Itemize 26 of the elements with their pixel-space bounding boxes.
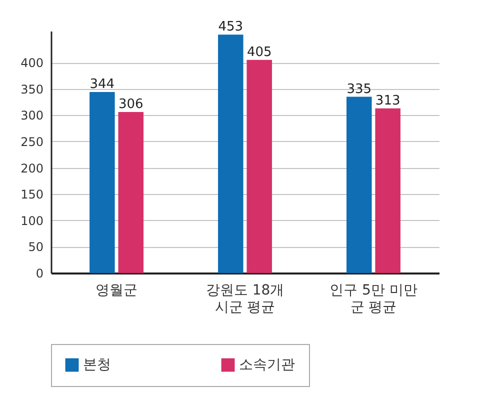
data-label: 405 [246, 44, 272, 60]
bar [346, 96, 372, 273]
x-tick-label: 인구 5만 미만 군 평균 [330, 282, 418, 316]
bar [218, 34, 244, 273]
x-tick-label: 영월군 [96, 282, 138, 298]
data-label: 306 [118, 97, 144, 112]
y-tick-label: 0 [36, 266, 44, 280]
y-tick-label: 150 [20, 188, 44, 202]
bar [90, 92, 115, 273]
y-tick-label: 200 [20, 161, 44, 176]
y-tick-label: 50 [28, 240, 44, 254]
bar [118, 112, 144, 273]
y-tick-label: 100 [20, 214, 44, 228]
bar [246, 60, 272, 273]
data-label: 335 [346, 82, 372, 97]
y-tick-label: 400 [20, 56, 44, 70]
data-label: 313 [375, 93, 400, 108]
data-label: 344 [90, 77, 115, 92]
y-tick-label: 300 [20, 108, 44, 123]
legend-label: 소속기관 [239, 357, 295, 373]
x-tick-label: 강원도 18개 시군 평균 [206, 282, 284, 316]
bar [375, 108, 400, 273]
y-tick-label: 350 [20, 82, 44, 96]
y-tick-label: 250 [20, 134, 44, 149]
data-label: 453 [218, 20, 244, 35]
legend-label: 본청 [83, 357, 111, 373]
